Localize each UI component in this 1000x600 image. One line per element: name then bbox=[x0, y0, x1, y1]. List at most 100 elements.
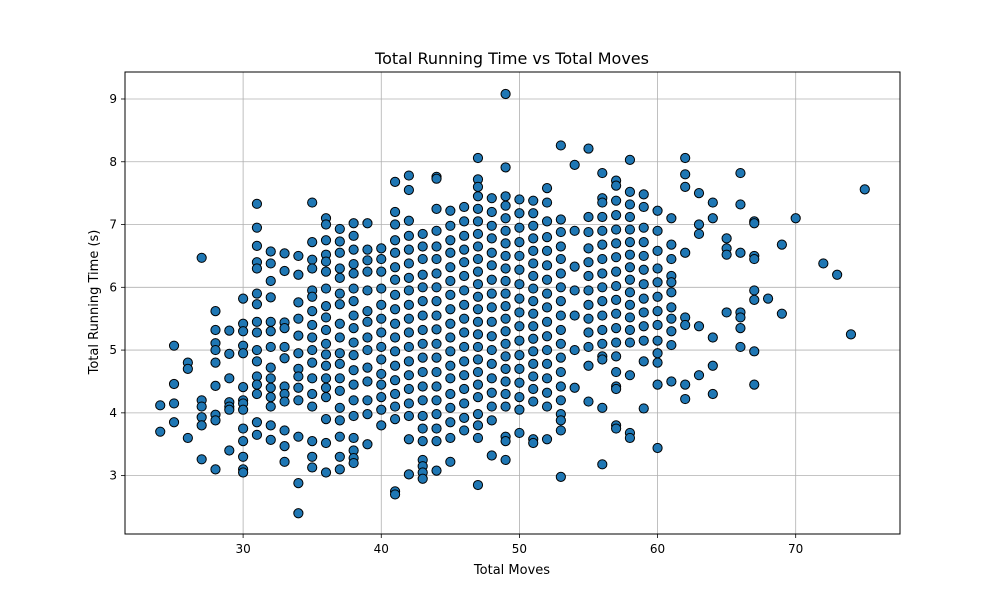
data-point bbox=[389, 346, 401, 357]
data-point bbox=[472, 392, 484, 403]
data-point bbox=[362, 362, 373, 373]
data-point bbox=[279, 248, 290, 259]
data-point bbox=[348, 268, 359, 279]
data-point bbox=[403, 341, 414, 353]
data-point bbox=[251, 344, 263, 356]
data-point bbox=[389, 489, 401, 500]
data-point bbox=[251, 379, 263, 390]
data-point bbox=[528, 346, 539, 357]
data-point bbox=[555, 471, 566, 482]
data-point bbox=[693, 219, 705, 230]
data-point bbox=[472, 316, 484, 327]
data-point bbox=[293, 508, 304, 519]
data-point bbox=[652, 205, 663, 216]
data-point bbox=[320, 437, 332, 449]
data-point bbox=[638, 335, 649, 346]
data-point bbox=[348, 337, 359, 348]
data-point bbox=[348, 379, 359, 390]
data-point bbox=[251, 316, 263, 327]
data-point bbox=[611, 180, 622, 191]
data-point bbox=[403, 434, 414, 445]
data-point bbox=[417, 435, 428, 447]
data-point bbox=[459, 257, 470, 268]
data-point bbox=[721, 233, 732, 244]
data-point bbox=[500, 275, 511, 287]
data-point bbox=[459, 341, 470, 353]
data-point bbox=[293, 297, 304, 308]
data-point bbox=[445, 304, 456, 315]
data-point bbox=[500, 225, 511, 236]
data-point bbox=[624, 337, 636, 348]
data-point bbox=[555, 296, 566, 307]
data-point bbox=[389, 289, 401, 300]
data-point bbox=[707, 360, 718, 371]
data-point bbox=[472, 329, 484, 340]
data-point bbox=[472, 279, 484, 290]
data-point bbox=[500, 238, 511, 249]
data-point bbox=[403, 356, 414, 367]
data-point bbox=[486, 373, 497, 384]
data-point bbox=[168, 417, 180, 428]
data-point bbox=[459, 425, 470, 436]
data-point bbox=[486, 358, 497, 369]
data-point bbox=[403, 184, 414, 196]
data-point bbox=[555, 214, 566, 225]
data-point bbox=[528, 233, 539, 244]
data-point bbox=[583, 313, 594, 324]
data-point bbox=[348, 244, 359, 255]
data-point bbox=[376, 379, 387, 390]
data-point bbox=[762, 293, 774, 304]
data-point bbox=[293, 431, 304, 442]
data-point bbox=[693, 321, 705, 332]
data-point bbox=[307, 435, 318, 447]
data-point bbox=[445, 346, 456, 357]
data-point bbox=[583, 270, 594, 282]
data-point bbox=[611, 224, 622, 235]
data-point bbox=[417, 423, 428, 434]
data-point bbox=[500, 88, 511, 100]
data-point bbox=[251, 299, 263, 310]
data-point bbox=[348, 283, 359, 294]
data-point bbox=[541, 197, 553, 208]
data-point bbox=[541, 373, 553, 384]
data-point bbox=[376, 392, 387, 403]
data-point bbox=[320, 312, 332, 323]
data-point bbox=[514, 194, 525, 205]
data-point bbox=[210, 306, 221, 317]
plot-frame bbox=[124, 71, 901, 535]
data-point bbox=[334, 247, 345, 258]
data-point bbox=[376, 420, 387, 431]
data-point bbox=[238, 326, 249, 337]
data-point bbox=[666, 213, 677, 224]
data-point bbox=[638, 250, 649, 262]
data-point bbox=[265, 401, 276, 412]
data-point bbox=[362, 306, 373, 317]
data-point bbox=[168, 340, 180, 351]
data-point bbox=[500, 401, 511, 412]
data-point bbox=[265, 382, 276, 393]
data-point bbox=[376, 266, 387, 277]
data-point bbox=[597, 282, 608, 293]
data-point bbox=[472, 152, 484, 164]
data-point bbox=[155, 426, 166, 437]
data-point bbox=[445, 417, 456, 428]
data-point bbox=[583, 257, 594, 268]
data-point bbox=[528, 358, 539, 369]
data-point bbox=[265, 362, 276, 373]
data-point bbox=[693, 188, 705, 199]
data-point bbox=[320, 382, 332, 393]
data-point bbox=[500, 338, 511, 349]
data-point bbox=[583, 299, 594, 310]
data-point bbox=[459, 383, 470, 395]
data-point bbox=[666, 326, 677, 337]
data-point bbox=[666, 277, 677, 288]
data-point bbox=[472, 191, 484, 202]
data-point bbox=[624, 299, 636, 310]
data-point bbox=[238, 382, 249, 393]
data-point bbox=[431, 203, 442, 214]
data-point bbox=[251, 222, 263, 233]
data-point bbox=[555, 352, 566, 363]
data-point bbox=[611, 195, 622, 206]
data-point bbox=[555, 425, 566, 436]
data-point bbox=[334, 415, 345, 426]
